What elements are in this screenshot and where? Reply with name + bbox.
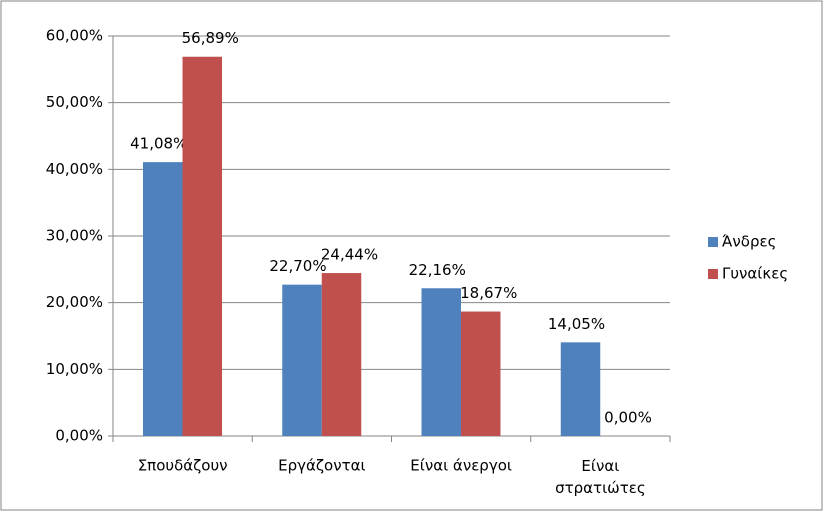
x-tick-label: Εργάζονται: [278, 457, 365, 475]
bar: [321, 273, 362, 436]
bar: [282, 284, 322, 436]
data-label: 22,16%: [409, 261, 466, 279]
x-tick-label: Σπουδάζουν: [138, 457, 228, 475]
data-label: 22,70%: [269, 257, 326, 275]
bar: [182, 56, 222, 436]
y-tick-label: 60,00%: [46, 27, 103, 45]
bar: [560, 342, 601, 436]
data-label: 56,89%: [182, 29, 239, 47]
bar: [421, 288, 461, 436]
y-tick-label: 20,00%: [46, 293, 103, 311]
bar: [461, 311, 501, 436]
y-tick-label: 50,00%: [46, 93, 103, 111]
legend-label: Άνδρες: [722, 233, 776, 251]
y-tick-label: 10,00%: [46, 360, 103, 378]
data-label: 14,05%: [548, 315, 605, 333]
y-tick-label: 40,00%: [46, 160, 103, 178]
legend-label: Γυναίκες: [722, 265, 788, 283]
y-tick-label: 30,00%: [46, 227, 103, 245]
bar: [143, 162, 183, 436]
data-label: 24,44%: [321, 246, 378, 264]
x-tick-label: Είναι στρατιώτες: [555, 457, 646, 497]
legend-swatch: [708, 237, 718, 247]
data-label: 0,00%: [604, 409, 652, 427]
y-tick-label: 0,00%: [55, 427, 103, 445]
data-label: 41,08%: [130, 135, 187, 153]
x-tick-label: Είναι άνεργοι: [410, 457, 512, 475]
legend-swatch: [708, 269, 718, 279]
data-label: 18,67%: [460, 284, 517, 302]
